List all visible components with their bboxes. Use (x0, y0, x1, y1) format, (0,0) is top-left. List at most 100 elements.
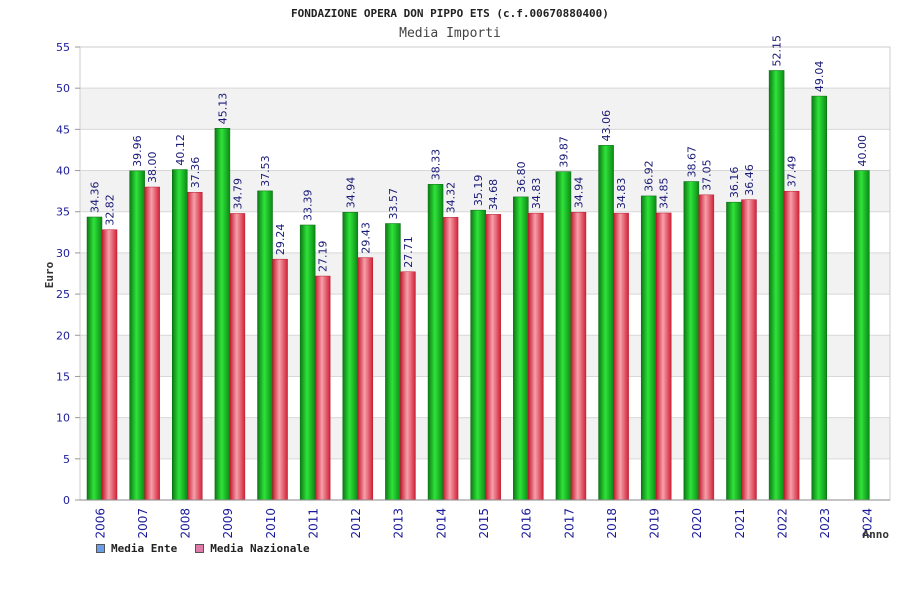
bar-media-ente-2022 (768, 70, 785, 501)
bar-media-nazionale-2011 (314, 275, 331, 501)
x-tick-label-2016: 2016 (520, 508, 534, 539)
chart-subtitle: Media Importi (399, 26, 501, 41)
x-tick-label-2011: 2011 (306, 508, 320, 539)
value-label-media-ente-2011: 33.39 (302, 189, 315, 221)
x-tick-label-2015: 2015 (477, 508, 491, 539)
bar-media-ente-2009 (214, 128, 231, 501)
bar-media-nazionale-2010 (272, 258, 288, 501)
x-tick-label-2019: 2019 (648, 508, 662, 539)
value-label-media-ente-2024: 40.00 (856, 135, 869, 167)
value-label-media-ente-2018: 43.06 (600, 110, 613, 142)
chart-title: FONDAZIONE OPERA DON PIPPO ETS (c.f.0067… (291, 7, 609, 20)
y-axis-label: Euro (43, 261, 56, 288)
bar-media-nazionale-2020 (698, 194, 715, 501)
bar-media-ente-2024 (854, 170, 870, 501)
y-tick-label: 15 (56, 370, 70, 383)
value-label-media-nazionale-2008: 37.36 (189, 157, 202, 189)
grid-band (80, 47, 890, 89)
x-tick-label-2013: 2013 (392, 508, 406, 539)
x-tick-label-2018: 2018 (605, 508, 619, 539)
y-tick-label: 50 (56, 82, 70, 95)
x-tick-label-2008: 2008 (179, 508, 193, 539)
bar-media-ente-2014 (427, 184, 444, 501)
bar-media-ente-2010 (257, 190, 273, 501)
y-tick-label: 10 (56, 412, 70, 425)
value-label-media-ente-2013: 33.57 (387, 188, 400, 220)
y-axis-ticks: 0 5 10 15 20 25 30 35 40 45 50 55 (56, 41, 80, 507)
x-axis-ticks: 2006 2007 2008 2009 2010 2011 2012 2013 2014 2015… (80, 499, 890, 539)
bar-media-ente-2020 (683, 181, 700, 501)
bar-media-ente-2015 (470, 209, 486, 501)
y-tick-label: 0 (63, 494, 70, 507)
value-label-media-nazionale-2015: 34.68 (487, 179, 500, 211)
value-label-media-nazionale-2006: 32.82 (104, 194, 117, 226)
value-label-media-ente-2007: 39.96 (131, 135, 144, 167)
value-label-media-ente-2017: 39.87 (557, 136, 570, 168)
value-label-media-ente-2019: 36.92 (643, 160, 656, 192)
legend-label-media-ente: Media Ente (111, 542, 178, 555)
legend-item-media-nazionale: Media Nazionale (195, 542, 310, 555)
legend-swatch-media-ente (96, 544, 105, 553)
y-tick-label: 35 (56, 206, 70, 219)
y-tick-label: 5 (63, 453, 70, 466)
bar-media-nazionale-2017 (570, 211, 587, 501)
legend-item-media-ente: Media Ente (96, 542, 177, 555)
bar-media-nazionale-2015 (485, 214, 501, 501)
value-label-media-ente-2008: 40.12 (174, 134, 187, 166)
x-tick-label-2007: 2007 (136, 508, 150, 539)
value-label-media-nazionale-2017: 34.94 (572, 177, 585, 209)
bar-media-nazionale-2019 (655, 212, 672, 501)
value-label-media-ente-2022: 52.15 (771, 35, 784, 67)
value-label-media-nazionale-2007: 38.00 (146, 152, 159, 184)
bar-media-ente-2013 (385, 223, 401, 501)
legend: Media Ente Media Nazionale (96, 542, 310, 555)
value-label-media-nazionale-2021: 36.46 (743, 164, 756, 196)
value-label-media-nazionale-2012: 29.43 (359, 222, 372, 254)
bar-media-ente-2023 (811, 95, 827, 501)
value-label-media-ente-2023: 49.04 (813, 61, 826, 93)
value-label-media-ente-2016: 36.80 (515, 161, 528, 193)
value-label-media-ente-2009: 45.13 (216, 93, 229, 124)
value-label-media-nazionale-2016: 34.83 (530, 178, 543, 210)
y-tick-label: 20 (56, 329, 70, 342)
x-axis-label: Anno (863, 528, 890, 541)
x-tick-label-2012: 2012 (349, 508, 363, 539)
x-tick-label-2010: 2010 (264, 508, 278, 539)
x-tick-label-2023: 2023 (818, 508, 832, 539)
value-label-media-ente-2010: 37.53 (259, 155, 272, 187)
y-tick-label: 25 (56, 288, 70, 301)
value-label-media-ente-2020: 38.67 (685, 146, 698, 178)
bar-media-nazionale-2009 (229, 213, 246, 501)
value-label-media-ente-2021: 36.16 (728, 167, 741, 199)
x-tick-label-2021: 2021 (733, 508, 747, 539)
value-label-media-ente-2015: 35.19 (472, 175, 485, 207)
bar-media-nazionale-2007 (144, 186, 160, 501)
bar-media-nazionale-2018 (613, 212, 629, 501)
value-label-media-nazionale-2018: 34.83 (615, 178, 628, 210)
bar-media-ente-2006 (86, 216, 103, 501)
bar-media-ente-2018 (598, 145, 614, 501)
bar-media-nazionale-2008 (187, 192, 203, 501)
x-tick-label-2020: 2020 (690, 508, 704, 539)
x-tick-label-2014: 2014 (434, 508, 448, 539)
y-tick-label: 30 (56, 247, 70, 260)
bar-media-nazionale-2016 (528, 212, 544, 501)
value-label-media-ente-2006: 34.36 (89, 181, 102, 213)
value-label-media-nazionale-2022: 37.49 (786, 156, 799, 188)
bar-media-nazionale-2014 (442, 217, 459, 501)
bar-media-nazionale-2006 (101, 229, 118, 501)
bar-media-nazionale-2022 (783, 190, 800, 501)
legend-swatch-media-nazionale (195, 544, 205, 553)
bar-media-ente-2011 (299, 224, 316, 501)
bar-media-ente-2016 (513, 196, 529, 501)
value-label-media-nazionale-2020: 37.05 (700, 159, 713, 191)
grid-band (80, 88, 890, 130)
bar-media-ente-2008 (172, 169, 188, 501)
y-tick-label: 45 (56, 123, 70, 136)
value-label-media-nazionale-2014: 34.32 (445, 182, 458, 214)
x-tick-label-2009: 2009 (221, 508, 235, 539)
y-tick-label: 40 (56, 165, 70, 178)
x-tick-label-2024: 2024 (861, 508, 875, 539)
